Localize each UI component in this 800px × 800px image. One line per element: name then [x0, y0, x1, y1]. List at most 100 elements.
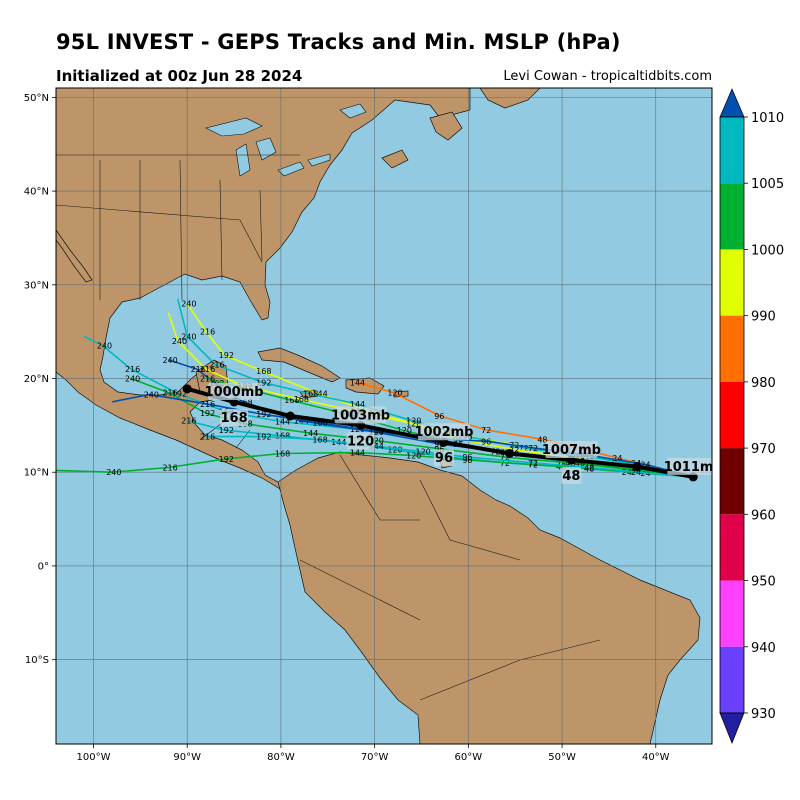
- colorbar-band: [720, 646, 744, 713]
- mean-track-point: [632, 462, 642, 472]
- member-track: [355, 381, 694, 478]
- member-hour-label: 216: [191, 365, 206, 374]
- member-hour-label: 144: [275, 418, 290, 427]
- member-hour-label: 240: [162, 356, 177, 365]
- member-hour-label: 192: [256, 410, 271, 419]
- colorbar-band: [720, 514, 744, 581]
- member-hour-label: 216: [200, 365, 215, 374]
- axis-ticks: 100°W 90°W 80°W 70°W 60°W 50°W 40°W 50°N 40°N 30°…: [24, 93, 670, 763]
- colorbar-tick-label: 1010: [751, 111, 784, 126]
- member-hour-label: 216: [200, 400, 215, 409]
- member-hour-label: 168: [275, 432, 290, 441]
- nova-scotia: [381, 149, 409, 169]
- member-hour-label: 96: [481, 437, 491, 446]
- member-track: [130, 377, 694, 478]
- lon-tick-label: 60°W: [455, 752, 483, 763]
- member-hour-label: 216: [209, 360, 224, 369]
- colorbar-band: [720, 117, 744, 184]
- member-hour-label: 192: [172, 390, 187, 399]
- member-hour-label: 120: [387, 446, 402, 455]
- mean-hour-label-box: [433, 449, 454, 467]
- member-hour-label: 72: [500, 453, 510, 462]
- member-hour-label: 120: [406, 419, 421, 428]
- member-hour-label: 96: [462, 456, 472, 465]
- mean-pressure-label: 1007mb: [542, 443, 601, 458]
- mean-pressure-label-box: [208, 382, 261, 400]
- mean-track-point: [285, 411, 295, 421]
- member-hour-label: 192: [256, 433, 271, 442]
- mean-hour-label: 96: [435, 451, 453, 466]
- member-hour-label: 96: [434, 412, 444, 421]
- member-hour-label: 48: [584, 464, 594, 473]
- mean-pressure-label-box: [417, 423, 470, 441]
- mean-track-point: [505, 448, 515, 458]
- mean-hour-label-box: [346, 432, 375, 450]
- mean-hour-label: 48: [562, 469, 580, 484]
- member-hour-label: 216: [200, 375, 215, 384]
- lon-tick-label: 90°W: [173, 752, 201, 763]
- lat-tick-label: 40°N: [24, 187, 49, 198]
- member-hour-label: 168: [284, 396, 299, 405]
- member-hour-label: 216: [181, 417, 196, 426]
- colorbar-bottom-arrow: [719, 712, 745, 744]
- member-hour-label: 72: [528, 461, 538, 470]
- member-hour-label: 192: [219, 351, 234, 360]
- colorbar-tick-label: 960: [751, 508, 776, 523]
- member-hour-label: 240: [172, 337, 187, 346]
- member-hour-label: 144: [294, 417, 309, 426]
- page-title: 95L INVEST - GEPS Tracks and Min. MSLP (…: [56, 30, 621, 54]
- member-hour-label: 144: [369, 427, 384, 436]
- member-hour-label: 216: [162, 389, 177, 398]
- member-hour-label: 144: [369, 442, 384, 451]
- member-hour-label: 120: [415, 448, 430, 457]
- lon-tick-label: 50°W: [548, 752, 576, 763]
- mean-pressure-label: 1002mb: [414, 425, 473, 440]
- member-hour-label: 144: [350, 449, 365, 458]
- lat-tick-label: 20°N: [24, 374, 49, 385]
- pressure-colorbar: 1010 1005 1000 990 980 970 960 950 940 930: [719, 88, 784, 744]
- member-hour-label: 240: [181, 300, 196, 309]
- member-hour-label: 240: [181, 332, 196, 341]
- mean-track-point: [182, 384, 192, 394]
- mean-pressure-label: 1000mb: [205, 385, 264, 400]
- member-hour-label: 24: [622, 468, 632, 477]
- colorbar-tick-label: 970: [751, 442, 776, 457]
- member-hour-label: 120: [369, 428, 384, 437]
- member-hour-label: 72: [481, 426, 491, 435]
- member-hour-label: 240: [125, 375, 140, 384]
- colorbar-band: [720, 249, 744, 316]
- member-hour-label: 24: [640, 461, 650, 470]
- ensemble-mean-track: 1011mb 1007mb 1002mb 1003mb 1000mb 48 96 120 168: [182, 382, 712, 485]
- member-hour-label: 72: [528, 444, 538, 453]
- init-time-label: Initialized at 00z Jun 28 2024: [56, 67, 303, 85]
- member-hour-label: 120: [406, 451, 421, 460]
- lat-tick-label: 30°N: [24, 280, 49, 291]
- credit-label: Levi Cowan - tropicaltidbits.com: [503, 69, 712, 84]
- member-hour-label: 72: [519, 444, 529, 453]
- lon-tick-label: 100°W: [76, 752, 110, 763]
- member-hour-label: 48: [537, 435, 547, 444]
- colorbar-band: [720, 315, 744, 382]
- member-hour-label: 72: [509, 446, 519, 455]
- member-hour-label: 48: [575, 459, 585, 468]
- mean-pressure-label-box: [545, 441, 598, 459]
- member-hour-label: 120: [397, 426, 412, 435]
- member-hour-label: 216: [162, 464, 177, 473]
- member-hour-label: 96: [434, 440, 444, 449]
- mean-hour-label: 168: [220, 411, 247, 426]
- colorbar-frame: [719, 116, 745, 714]
- lon-tick-label: 40°W: [642, 752, 670, 763]
- map-border: [55, 87, 713, 745]
- lat-tick-label: 0°: [38, 561, 49, 572]
- colorbar-top-arrow: [719, 88, 745, 118]
- mean-hour-label: 120: [347, 434, 374, 449]
- member-hour-label: 120: [406, 417, 421, 426]
- newfoundland: [429, 111, 463, 141]
- lon-tick-label: 70°W: [361, 752, 389, 763]
- member-hour-label: 24: [631, 468, 641, 477]
- south-america-landmass: [277, 451, 701, 744]
- mean-pressure-label-box: [334, 406, 387, 424]
- member-hour-label: 96: [462, 453, 472, 462]
- member-hour-label: 144: [350, 400, 365, 409]
